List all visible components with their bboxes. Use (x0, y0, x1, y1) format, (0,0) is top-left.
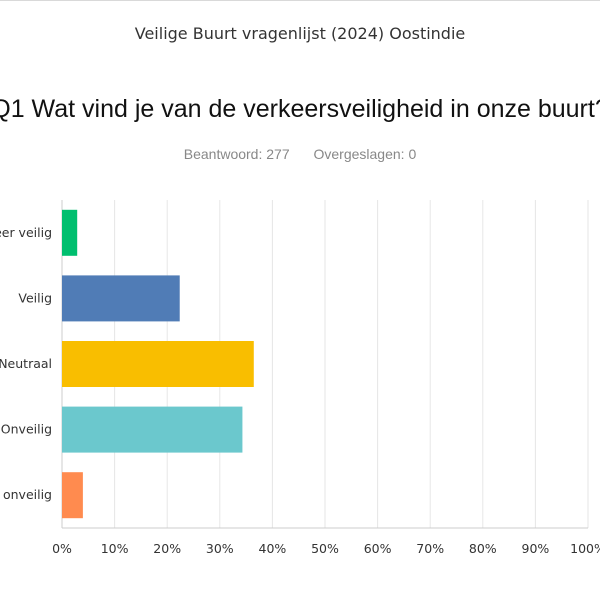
x-tick-label: 20% (153, 541, 181, 556)
top-border (0, 0, 600, 1)
bar-veilig (62, 275, 180, 322)
bar-zeer-veilig (62, 209, 78, 256)
x-tick-label: 70% (416, 541, 444, 556)
x-tick-label: 30% (206, 541, 234, 556)
x-tick-label: 100% (570, 541, 600, 556)
x-tick-label: 60% (364, 541, 392, 556)
x-tick-label: 90% (522, 541, 550, 556)
bar-onveilig (62, 406, 243, 453)
category-label: Onveilig (1, 422, 52, 437)
x-tick-label: 40% (259, 541, 287, 556)
category-label: Zeer veilig (0, 225, 52, 240)
x-tick-label: 80% (469, 541, 497, 556)
x-tick-label: 0% (52, 541, 72, 556)
question-title: Q1 Wat vind je van de verkeersveiligheid… (0, 95, 600, 123)
answered-count: Beantwoord: 277 (183, 146, 290, 162)
response-stats: Beantwoord: 277 Overgeslagen: 0 (0, 146, 600, 162)
bar-neutraal (62, 341, 254, 387)
bar-zeer-onveilig (62, 472, 83, 519)
category-label: Neutraal (0, 356, 52, 371)
category-label: Zeer onveilig (0, 487, 52, 502)
skipped-count: Overgeslagen: 0 (313, 146, 417, 162)
survey-title: Veilige Buurt vragenlijst (2024) Oostind… (134, 24, 466, 43)
category-label: Veilig (18, 290, 52, 305)
x-tick-label: 50% (311, 541, 339, 556)
x-tick-label: 10% (101, 541, 129, 556)
